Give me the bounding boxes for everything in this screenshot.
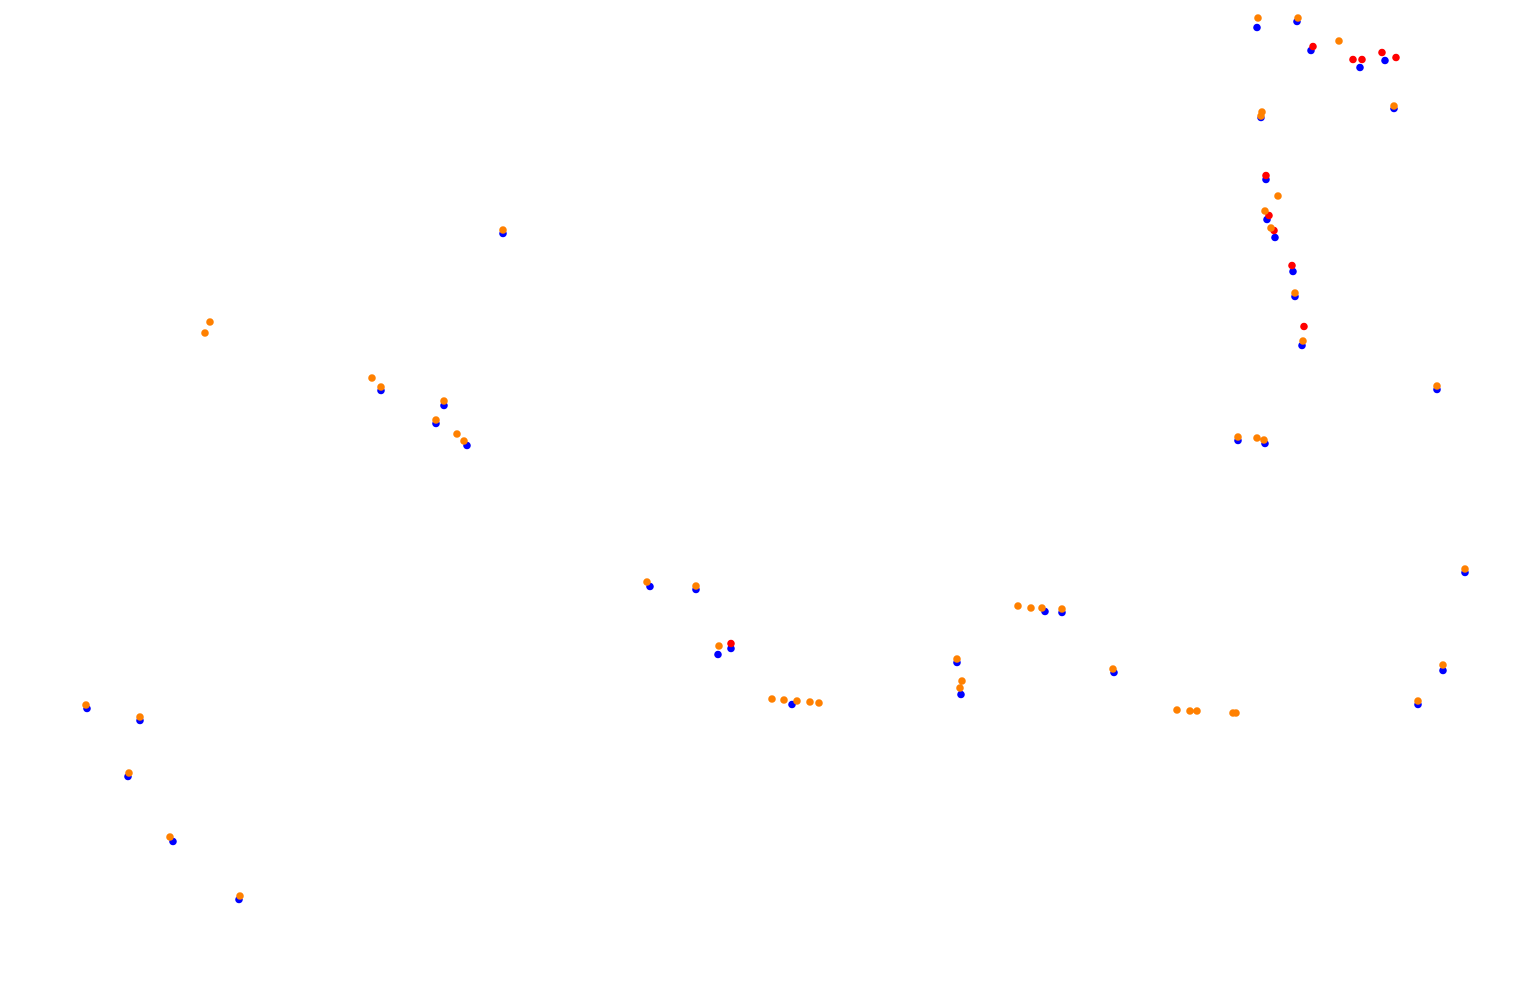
point-1-9 [1300, 322, 1308, 331]
point-2-16 [1439, 661, 1447, 669]
point-2-15 [1461, 565, 1469, 573]
point-0-10 [1289, 267, 1297, 276]
point-1-4 [1392, 53, 1400, 62]
point-2-30 [1232, 709, 1240, 717]
point-1-10 [727, 639, 735, 648]
series-0 [83, 17, 1469, 904]
point-2-9 [1291, 289, 1299, 297]
point-0-0 [1253, 23, 1261, 32]
point-2-23 [953, 655, 961, 663]
point-2-33 [793, 697, 801, 705]
point-2-18 [1109, 665, 1117, 673]
point-2-25 [956, 684, 964, 692]
point-0-17 [1439, 666, 1447, 675]
point-2-38 [643, 578, 651, 586]
point-1-8 [1288, 261, 1296, 270]
point-0-25 [714, 650, 722, 659]
point-0-9 [1271, 233, 1279, 242]
point-2-31 [768, 695, 776, 703]
point-2-52 [236, 892, 244, 900]
point-2-28 [1193, 707, 1201, 715]
point-2-5 [1257, 112, 1265, 120]
point-2-3 [1390, 102, 1398, 110]
point-2-0 [1254, 14, 1262, 22]
point-2-39 [499, 226, 507, 234]
point-1-3 [1378, 48, 1386, 57]
point-2-35 [815, 699, 823, 707]
point-2-40 [206, 318, 214, 326]
point-2-22 [1058, 605, 1066, 613]
point-2-19 [1014, 602, 1022, 610]
point-2-36 [715, 642, 723, 650]
point-2-11 [1234, 433, 1242, 441]
point-2-10 [1299, 337, 1307, 345]
point-2-50 [125, 769, 133, 777]
point-2-37 [692, 582, 700, 590]
series-2 [82, 14, 1469, 900]
point-1-5 [1262, 171, 1270, 180]
point-2-12 [1253, 434, 1261, 442]
point-2-43 [377, 383, 385, 391]
point-2-1 [1294, 14, 1302, 22]
point-2-14 [1433, 382, 1441, 390]
point-2-2 [1335, 37, 1343, 45]
point-2-46 [453, 430, 461, 438]
point-2-8 [1267, 224, 1275, 232]
point-0-3 [1356, 63, 1364, 72]
point-2-24 [958, 677, 966, 685]
point-2-48 [82, 701, 90, 709]
point-2-7 [1261, 207, 1269, 215]
point-2-34 [806, 698, 814, 706]
point-2-49 [136, 713, 144, 721]
scatter-points [82, 14, 1469, 904]
point-1-2 [1358, 55, 1366, 64]
point-2-51 [166, 833, 174, 841]
point-0-4 [1381, 56, 1389, 65]
point-2-47 [460, 437, 468, 445]
point-2-6 [1274, 192, 1282, 200]
point-2-20 [1027, 604, 1035, 612]
point-2-41 [201, 329, 209, 337]
point-0-22 [957, 690, 965, 699]
point-2-26 [1173, 706, 1181, 714]
point-2-32 [780, 696, 788, 704]
point-1-0 [1309, 42, 1317, 51]
point-2-27 [1186, 707, 1194, 715]
point-2-44 [440, 397, 448, 405]
point-2-45 [432, 416, 440, 424]
point-1-1 [1349, 55, 1357, 64]
point-2-17 [1414, 697, 1422, 705]
point-2-13 [1260, 436, 1268, 444]
series-1 [727, 42, 1400, 648]
point-2-42 [368, 374, 376, 382]
point-2-21 [1038, 604, 1046, 612]
